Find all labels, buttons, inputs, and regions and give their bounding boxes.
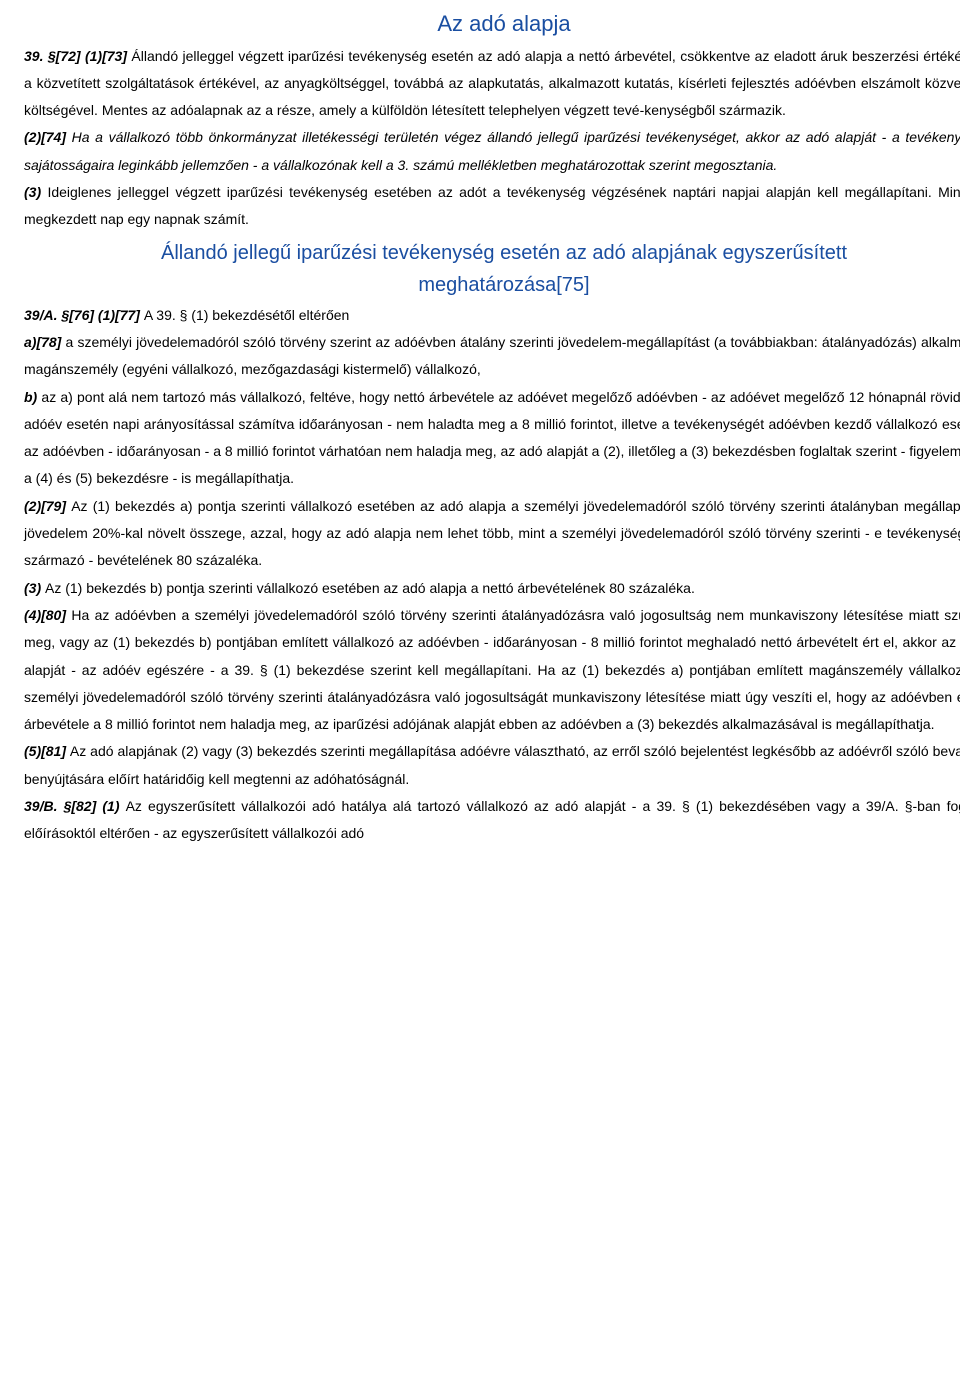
lead-39B-1: 39/B. §[82] (1) xyxy=(24,798,126,814)
paragraph-39A-a: a)[78] a személyi jövedelemadóról szóló … xyxy=(24,329,960,384)
heading-tax-base: Az adó alapja xyxy=(24,10,960,39)
body-39-3: Ideiglenes jelleggel végzett iparűzési t… xyxy=(24,184,960,227)
lead-39A-3: (3) xyxy=(24,580,45,596)
paragraph-39A-2: (2)[79] Az (1) bekezdés a) pontja szerin… xyxy=(24,493,960,575)
lead-39A-2: (2)[79] xyxy=(24,498,71,514)
lead-39A-b: b) xyxy=(24,389,41,405)
body-39A-1: A 39. § (1) bekezdésétől eltérően xyxy=(144,307,349,323)
paragraph-39A-4: (4)[80] Ha az adóévben a személyi jövede… xyxy=(24,602,960,738)
body-39A-5: Az adó alapjának (2) vagy (3) bekezdés s… xyxy=(24,743,960,786)
body-39A-4: Ha az adóévben a személyi jövedelemadóró… xyxy=(24,607,960,732)
lead-39A-4: (4)[80] xyxy=(24,607,71,623)
lead-39A-5: (5)[81] xyxy=(24,743,70,759)
paragraph-39A-b: b) az a) pont alá nem tartozó más vállal… xyxy=(24,384,960,493)
paragraph-39A-3: (3) Az (1) bekezdés b) pontja szerinti v… xyxy=(24,575,960,602)
body-39-1: Állandó jelleggel végzett iparűzési tevé… xyxy=(24,48,960,119)
lead-39-1: 39. §[72] (1)[73] xyxy=(24,48,131,64)
body-39A-3: Az (1) bekezdés b) pontja szerinti válla… xyxy=(45,580,695,596)
paragraph-39-2: (2)[74] Ha a vállalkozó több önkormányza… xyxy=(24,124,960,179)
body-39A-b: az a) pont alá nem tartozó más vállalkoz… xyxy=(24,389,960,487)
body-39A-2: Az (1) bekezdés a) pontja szerinti válla… xyxy=(24,498,960,569)
paragraph-39-1: 39. §[72] (1)[73] Állandó jelleggel végz… xyxy=(24,43,960,125)
heading-simplified-line1: Állandó jellegű iparűzési tevékenység es… xyxy=(24,240,960,266)
lead-39-2: (2)[74] xyxy=(24,129,72,145)
paragraph-39B-1: 39/B. §[82] (1) Az egyszerűsített vállal… xyxy=(24,793,960,848)
body-39B-1: Az egyszerűsített vállalkozói adó hatály… xyxy=(24,798,960,841)
lead-39A-a: a)[78] xyxy=(24,334,66,350)
body-39A-a: a személyi jövedelemadóról szóló törvény… xyxy=(24,334,960,377)
body-39-2: Ha a vállalkozó több önkormányzat illeté… xyxy=(24,129,960,172)
paragraph-39A-5: (5)[81] Az adó alapjának (2) vagy (3) be… xyxy=(24,738,960,793)
lead-39A-1: 39/A. §[76] (1)[77] xyxy=(24,307,144,323)
paragraph-39A-1: 39/A. §[76] (1)[77] A 39. § (1) bekezdés… xyxy=(24,302,960,329)
lead-39-3: (3) xyxy=(24,184,47,200)
heading-simplified-line2: meghatározása[75] xyxy=(24,272,960,298)
paragraph-39-3: (3) Ideiglenes jelleggel végzett iparűzé… xyxy=(24,179,960,234)
